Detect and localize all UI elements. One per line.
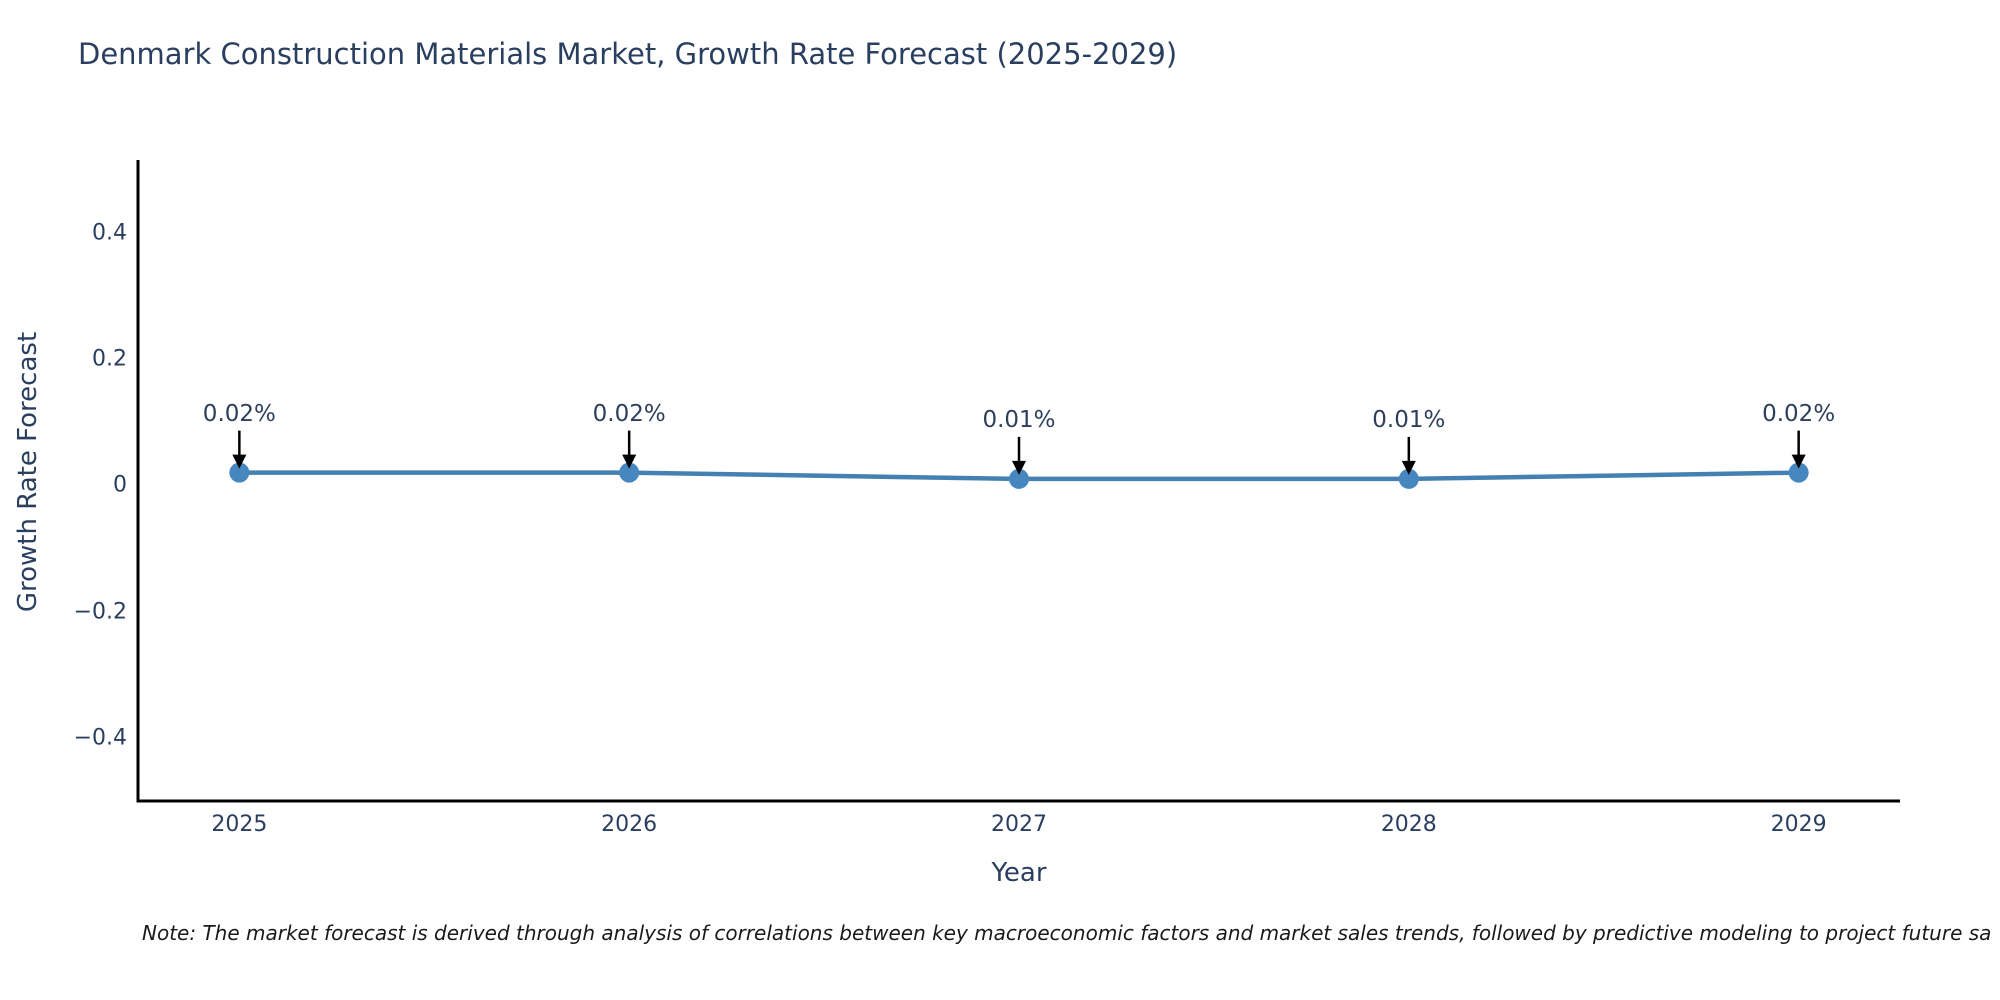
x-tick-label: 2029 [1770, 812, 1827, 837]
x-tick-label: 2026 [601, 812, 658, 837]
annotation-arrowhead [622, 454, 637, 469]
data-point-marker [1398, 468, 1419, 489]
data-point-value-label: 0.01% [982, 406, 1056, 433]
data-point-value-label: 0.01% [1372, 406, 1446, 433]
x-tick-label: 2028 [1380, 812, 1437, 837]
footnote: Note: The market forecast is derived thr… [142, 921, 1992, 945]
y-tick-label: −0.4 [73, 725, 127, 751]
y-tick-label: 0.4 [92, 220, 127, 246]
data-point-value-label: 0.02% [592, 400, 666, 427]
y-tick-label: 0 [113, 472, 127, 498]
data-point-marker [619, 462, 640, 483]
x-axis-title: Year [991, 858, 1047, 888]
data-point-marker [229, 462, 250, 483]
annotation-arrowhead [232, 454, 247, 469]
x-tick-label: 2025 [211, 812, 268, 837]
data-point-marker [1788, 462, 1809, 483]
annotation-arrowhead [1401, 460, 1416, 475]
data-point-value-label: 0.02% [202, 400, 276, 427]
chart-title: Denmark Construction Materials Market, G… [78, 37, 1178, 71]
y-tick-label: −0.2 [73, 599, 127, 625]
y-tick-label: 0.2 [92, 346, 127, 372]
x-tick-label: 2027 [991, 812, 1047, 837]
data-point-value-label: 0.02% [1762, 400, 1836, 427]
data-point-marker [1009, 468, 1029, 489]
annotation-arrowhead [1791, 454, 1806, 469]
annotation-arrowhead [1012, 460, 1026, 475]
